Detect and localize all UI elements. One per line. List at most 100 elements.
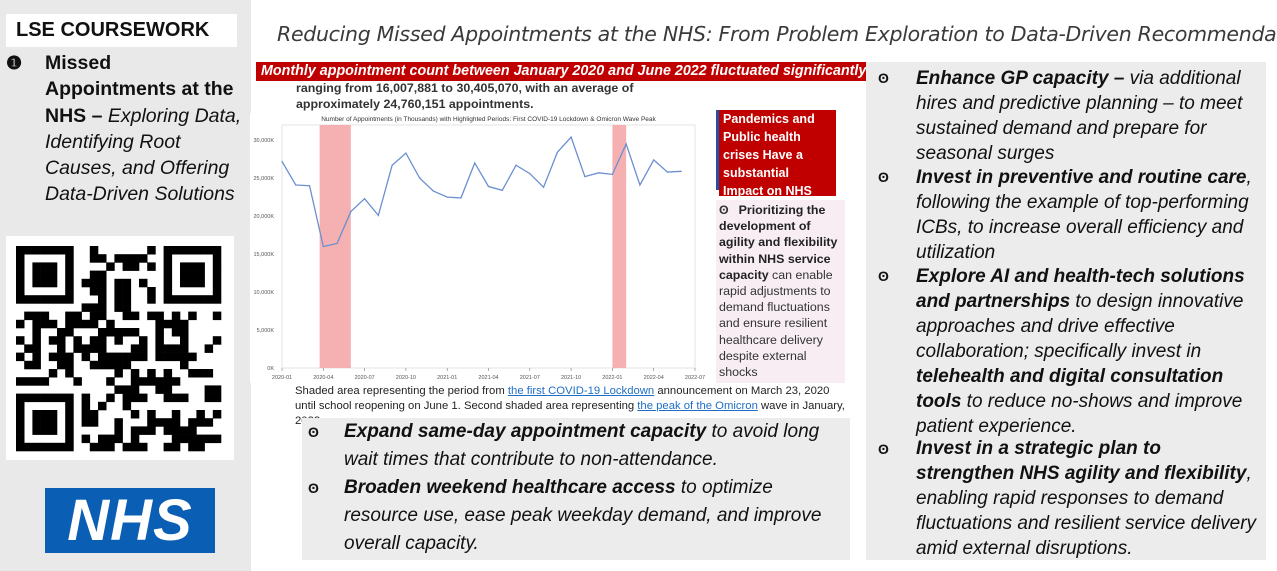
qr-module <box>81 303 91 312</box>
qr-module <box>155 344 164 353</box>
qr-module <box>32 344 41 353</box>
qr-module <box>188 311 197 321</box>
qr-module <box>57 295 66 304</box>
lockdown-link[interactable]: the first COVID-19 Lockdown <box>507 385 655 397</box>
data-point <box>487 185 490 188</box>
qr-module <box>89 442 99 452</box>
qr-module <box>89 278 99 288</box>
qr-module <box>98 278 107 288</box>
recommendation-bold-2: telehealth and digital consultation tool… <box>916 366 1224 412</box>
caption-text-1: Shaded area representing the period from <box>295 385 508 397</box>
qr-module <box>89 344 99 353</box>
qr-module <box>16 434 25 444</box>
qr-module <box>212 295 222 304</box>
data-point <box>460 197 462 199</box>
omicron-link[interactable]: the peak of the Omicron <box>637 400 758 412</box>
qr-module <box>24 393 33 403</box>
qr-module <box>73 319 82 329</box>
chart-canvas: Number of Appointments (in Thousands) wi… <box>254 116 706 381</box>
data-point <box>515 164 517 166</box>
qr-module <box>32 426 41 435</box>
qr-module <box>32 418 41 427</box>
qr-module <box>171 393 181 403</box>
qr-module <box>171 352 181 362</box>
qr-module <box>147 418 156 427</box>
headline-banner-text: Monthly appointment count between Januar… <box>261 63 867 79</box>
pink-callout-text: can enable rapid adjustments to demand f… <box>719 267 833 380</box>
qr-module <box>16 418 25 427</box>
qr-module <box>57 352 66 362</box>
qr-module <box>155 352 164 362</box>
qr-module <box>114 287 123 296</box>
bullet-icon: ʘ <box>878 441 889 457</box>
qr-module <box>188 270 197 280</box>
qr-module <box>16 287 25 296</box>
qr-code-icon[interactable] <box>6 236 234 460</box>
qr-module <box>114 385 123 394</box>
qr-module <box>16 319 25 329</box>
y-tick-label: 5,000K <box>257 328 275 334</box>
qr-module <box>163 270 173 280</box>
qr-module <box>122 287 132 296</box>
qr-module <box>98 311 107 321</box>
qr-module <box>188 442 197 452</box>
qr-module <box>106 328 115 337</box>
qr-module <box>106 360 115 370</box>
qr-module <box>98 295 107 304</box>
qr-module <box>180 262 189 271</box>
recommendation-item: Broaden weekend healthcare access to opt… <box>344 474 844 558</box>
qr-module <box>139 442 148 452</box>
data-point <box>432 190 435 192</box>
qr-module <box>65 270 74 280</box>
qr-module <box>32 246 41 255</box>
recommendation-text: , enabling rapid responses to demand flu… <box>916 463 1257 559</box>
y-tick-label: 10,000K <box>254 290 275 296</box>
qr-module <box>180 352 189 362</box>
qr-module <box>48 442 58 452</box>
recommendation-bold: Explore AI and health-tech solutions and… <box>916 266 1245 312</box>
qr-module <box>65 418 74 427</box>
data-point <box>598 172 600 174</box>
qr-module <box>180 278 189 288</box>
qr-module <box>188 418 197 427</box>
qr-module <box>212 311 222 321</box>
qr-module <box>163 254 173 263</box>
qr-module <box>188 426 197 435</box>
data-point <box>501 189 503 191</box>
qr-module <box>155 385 164 394</box>
project-title-bold: Missed Appointments at the NHS – <box>45 52 234 127</box>
qr-module <box>212 254 222 263</box>
qr-module <box>147 246 156 255</box>
qr-module <box>57 336 66 345</box>
qr-module <box>122 328 132 337</box>
qr-module <box>65 393 74 403</box>
appointments-line <box>281 135 682 248</box>
qr-module <box>98 328 107 337</box>
qr-module <box>65 287 74 296</box>
x-tick-label: 2020-01 <box>272 375 292 381</box>
qr-module <box>122 352 132 362</box>
qr-module <box>212 410 222 419</box>
qr-module <box>180 295 189 304</box>
qr-module <box>171 328 181 337</box>
qr-module <box>212 278 222 288</box>
y-tick-label: 0K <box>267 366 274 372</box>
pink-callout: ʘ Prioritizing the development of agility… <box>716 200 845 383</box>
qr-module <box>40 319 50 329</box>
qr-module <box>32 393 41 403</box>
nhs-logo-text: NHS <box>67 488 193 553</box>
qr-module <box>48 270 58 280</box>
qr-module <box>32 352 41 362</box>
qr-module <box>130 369 140 378</box>
data-point <box>556 151 558 153</box>
x-tick-label: 2020-04 <box>313 375 333 381</box>
qr-module <box>196 246 205 255</box>
qr-module <box>16 254 25 263</box>
qr-module <box>65 442 74 452</box>
data-point <box>336 242 338 245</box>
qr-module <box>122 262 132 271</box>
qr-module <box>98 287 107 296</box>
qr-module <box>180 319 189 329</box>
qr-module <box>40 377 50 386</box>
qr-module <box>106 352 115 362</box>
